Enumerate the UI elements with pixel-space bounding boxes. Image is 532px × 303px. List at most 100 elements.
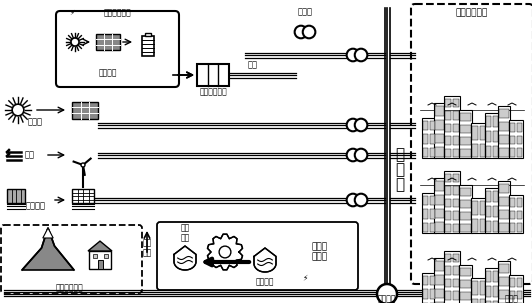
Bar bbox=[97, 260, 103, 269]
Text: 集光镜场: 集光镜场 bbox=[99, 68, 117, 78]
Bar bbox=[453, 291, 459, 300]
Bar bbox=[493, 116, 498, 127]
Bar bbox=[472, 144, 478, 157]
Bar bbox=[453, 211, 459, 220]
Text: 入网节点: 入网节点 bbox=[378, 294, 396, 303]
Bar bbox=[444, 96, 460, 158]
Bar bbox=[460, 149, 471, 157]
Bar bbox=[471, 198, 486, 233]
Bar bbox=[453, 136, 459, 145]
Bar bbox=[453, 254, 459, 262]
Polygon shape bbox=[254, 248, 276, 272]
Bar bbox=[445, 174, 451, 182]
Bar bbox=[435, 120, 444, 129]
Text: ⚡: ⚡ bbox=[302, 274, 307, 282]
Text: 小区域负荷端: 小区域负荷端 bbox=[56, 284, 84, 292]
Text: 上游
蓄水: 上游 蓄水 bbox=[180, 223, 189, 243]
Bar bbox=[145, 33, 151, 36]
Bar bbox=[453, 199, 459, 207]
Bar bbox=[499, 135, 509, 144]
Bar bbox=[460, 188, 471, 196]
Bar bbox=[445, 254, 451, 262]
Bar bbox=[423, 223, 428, 232]
Bar bbox=[485, 188, 499, 233]
Bar bbox=[430, 209, 435, 219]
Bar bbox=[435, 147, 444, 157]
Bar bbox=[486, 221, 491, 232]
Bar bbox=[460, 125, 471, 133]
Bar bbox=[445, 112, 451, 120]
Bar bbox=[486, 271, 491, 282]
Bar bbox=[445, 224, 451, 232]
Bar bbox=[423, 209, 428, 219]
Text: 发: 发 bbox=[395, 148, 404, 162]
Bar bbox=[493, 271, 498, 282]
Bar bbox=[493, 146, 498, 157]
Bar bbox=[510, 136, 515, 144]
Bar bbox=[445, 99, 451, 107]
Bar bbox=[509, 120, 523, 158]
Bar bbox=[517, 198, 522, 207]
Bar bbox=[485, 113, 499, 158]
Bar bbox=[498, 261, 510, 303]
Bar bbox=[197, 64, 229, 86]
Polygon shape bbox=[43, 228, 53, 238]
Bar bbox=[510, 278, 515, 287]
Bar bbox=[493, 191, 498, 202]
Bar bbox=[434, 178, 445, 233]
Bar bbox=[93, 254, 96, 258]
Bar bbox=[498, 181, 510, 233]
Bar bbox=[430, 121, 435, 130]
Bar bbox=[479, 298, 485, 303]
Bar bbox=[435, 208, 444, 218]
Bar bbox=[435, 106, 444, 116]
Circle shape bbox=[347, 119, 359, 131]
Polygon shape bbox=[174, 246, 196, 270]
Bar bbox=[435, 275, 444, 285]
Bar bbox=[486, 146, 491, 157]
Bar bbox=[499, 277, 509, 286]
Bar bbox=[510, 211, 515, 219]
Text: 光热储能环节: 光热储能环节 bbox=[104, 8, 132, 18]
Bar bbox=[453, 174, 459, 182]
Circle shape bbox=[303, 26, 315, 38]
Bar bbox=[435, 302, 444, 303]
Bar bbox=[72, 189, 94, 203]
Bar bbox=[510, 198, 515, 207]
Bar bbox=[493, 301, 498, 303]
Bar bbox=[435, 288, 444, 298]
Text: 稳压器: 稳压器 bbox=[297, 8, 312, 16]
Bar bbox=[517, 291, 522, 299]
Bar bbox=[445, 211, 451, 220]
Bar bbox=[430, 289, 435, 299]
Bar bbox=[435, 222, 444, 232]
Bar bbox=[434, 258, 445, 303]
Bar bbox=[435, 261, 444, 271]
Circle shape bbox=[12, 104, 24, 116]
Circle shape bbox=[377, 284, 397, 303]
Bar bbox=[486, 191, 491, 202]
Bar bbox=[445, 279, 451, 287]
Bar bbox=[460, 292, 471, 300]
Bar bbox=[460, 268, 471, 276]
Bar bbox=[7, 189, 25, 203]
Text: 热能: 热能 bbox=[248, 61, 258, 69]
Text: 风能: 风能 bbox=[25, 151, 35, 159]
Bar bbox=[472, 281, 478, 295]
Bar bbox=[453, 148, 459, 157]
Circle shape bbox=[355, 119, 368, 131]
Text: 太阳能: 太阳能 bbox=[28, 118, 43, 126]
Bar bbox=[486, 286, 491, 297]
Bar bbox=[435, 195, 444, 205]
Bar bbox=[459, 265, 472, 303]
Bar bbox=[499, 223, 509, 232]
Bar bbox=[493, 221, 498, 232]
Bar bbox=[517, 223, 522, 232]
Bar bbox=[423, 148, 428, 157]
Text: 热电发电系统: 热电发电系统 bbox=[199, 88, 227, 96]
Bar bbox=[499, 122, 509, 131]
Bar bbox=[499, 264, 509, 273]
Bar bbox=[472, 126, 478, 139]
Bar bbox=[445, 148, 451, 157]
Bar bbox=[445, 199, 451, 207]
